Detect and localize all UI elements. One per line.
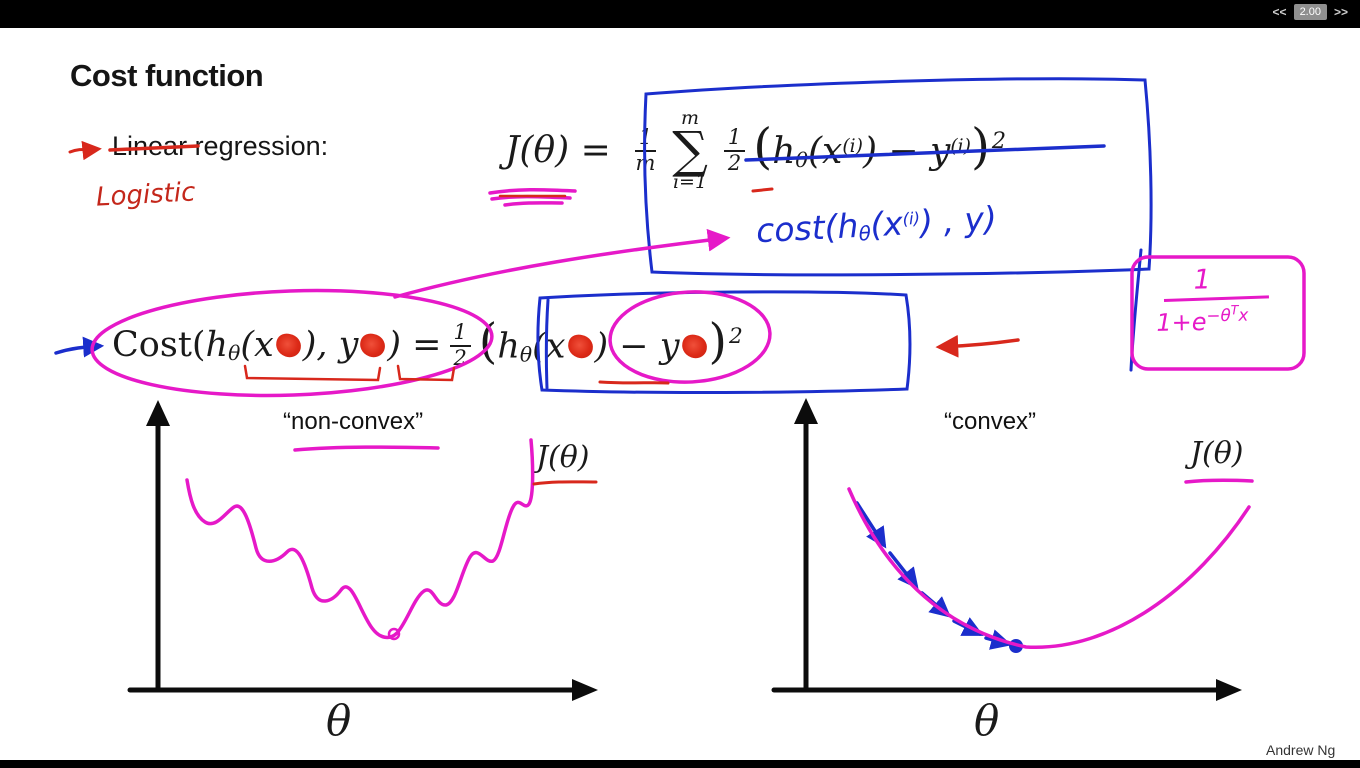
cost-function-formula: J(θ) = 1 m m ∑ i=1 1 2 (hθ(x(i)) − y(i))… [505, 98, 1006, 202]
sigmoid-annotation: 1 1+e−θTx [1151, 263, 1302, 337]
theta-subscript: θ [519, 342, 533, 367]
regression-word: regression: [187, 131, 329, 161]
hw-cost-open: cost(h [755, 205, 860, 251]
right-plot-axes [771, 398, 1242, 701]
regression-heading: Linear regression: [112, 131, 328, 162]
fraction-numerator: 1 [449, 321, 471, 347]
arrow-to-handwriting [393, 228, 731, 299]
author-credit: Andrew Ng [1266, 742, 1336, 758]
linear-word-struck: Linear [112, 131, 188, 161]
cost-lhs: Cost(hθ(x ), y ) = [112, 325, 442, 365]
blue-connector-line [1129, 248, 1143, 372]
open-paren: ( [753, 119, 773, 176]
red-scribble [358, 332, 388, 359]
open-paren: ( [478, 314, 498, 370]
fraction-denominator: 2 [453, 345, 467, 370]
x-open: (x [240, 325, 274, 365]
theta-axis-label-left: θ [326, 696, 352, 745]
slide-title: Cost function [70, 58, 264, 93]
jtheta-right-underline [1184, 478, 1254, 484]
close-paren: ) [970, 119, 990, 176]
close-paren: ) [708, 314, 727, 370]
red-scribble [565, 333, 595, 361]
red-arrow-left [935, 334, 1020, 358]
left-plot-axes [127, 400, 598, 701]
h-symbol: h [772, 131, 796, 173]
theta-axis-label-right: θ [974, 696, 1000, 745]
logistic-annotation: Logistic [95, 177, 197, 213]
slide-canvas: Cost function Linear regression: Logisti… [0, 28, 1360, 760]
den-base: 1+e [1156, 307, 1207, 337]
sigma-icon: ∑ [672, 120, 708, 179]
red-scribble [273, 332, 303, 359]
j-theta-lhs: J(θ) = [505, 129, 611, 171]
sum-lower-limit: i=1 [672, 170, 708, 193]
forward-button[interactable]: >> [1333, 5, 1348, 19]
exponent: −θTx [1206, 302, 1249, 325]
sigmoid-denominator: 1+e−θTx [1156, 301, 1303, 337]
fraction-numerator: 1 [723, 126, 746, 152]
convex-curve [847, 487, 1251, 649]
letterbox-bottom [0, 760, 1360, 768]
magenta-ink [90, 188, 1306, 649]
fraction-denominator: m [635, 150, 656, 175]
exp-pre: −θ [1206, 304, 1231, 325]
minus-y: ) − y [862, 131, 951, 173]
red-scribble [679, 333, 709, 361]
one-over-m-fraction: 1 m [634, 126, 657, 175]
h-symbol: h [205, 325, 229, 365]
convex-caption: “convex” [944, 408, 1037, 435]
comma-y: ), y [302, 325, 359, 365]
theta-subscript: θ [228, 340, 241, 365]
hw-x-open: (x [869, 203, 904, 245]
superscript-i: (i) [842, 136, 863, 158]
playback-controls: << 2.00 >> [1273, 4, 1348, 20]
gradient-descent-arrows [855, 501, 1013, 650]
nonconvex-curve [185, 438, 535, 640]
squared-exponent: 2 [728, 323, 743, 349]
cost-handwritten-annotation: cost(hθ(x(i)) , y) [755, 199, 998, 251]
blue-arrow-to-cost [54, 336, 105, 358]
cost-term-formula: Cost(hθ(x), y) = 1 2 (hθ(x) − y)2 [112, 300, 743, 390]
jtheta-left-underline [532, 480, 598, 486]
superscript-i: (i) [902, 208, 921, 229]
nonconvex-minimum-circle [387, 627, 401, 641]
video-top-bar: << 2.00 >> [0, 0, 1360, 28]
playback-speed-button[interactable]: 2.00 [1293, 4, 1327, 20]
superscript-i: (i) [950, 136, 971, 158]
x-open: (x [532, 326, 566, 367]
squared-exponent: 2 [991, 127, 1007, 154]
minus-y: ) − y [594, 326, 680, 367]
one-half-fraction: 1 2 [723, 126, 746, 175]
j-theta-label-left: J(θ) [536, 440, 590, 475]
fraction-numerator: 1 [634, 126, 657, 152]
cost-rhs: (hθ(x) − y)2 [479, 318, 743, 367]
hw-close: ) , y) [919, 198, 998, 242]
exp-post: x [1238, 304, 1249, 325]
sigmoid-numerator: 1 [1193, 264, 1212, 296]
j-theta-label-right: J(θ) [1190, 436, 1244, 471]
one-half-fraction: 1 2 [449, 321, 471, 370]
equals: ) = [387, 325, 442, 365]
rewind-button[interactable]: << [1272, 5, 1287, 19]
theta-subscript: θ [795, 147, 808, 172]
squared-error-term: (hθ(x(i)) − y(i))2 [753, 123, 1007, 173]
summation-symbol: m ∑ i=1 [672, 109, 708, 193]
minimum-dot [1009, 639, 1023, 653]
fraction-denominator: 2 [727, 150, 742, 175]
cost-word: Cost( [112, 325, 206, 365]
nonconvex-underline [293, 445, 440, 452]
nonconvex-caption: “non-convex” [283, 408, 424, 435]
h-symbol: h [497, 326, 520, 367]
red-arrow-linear [68, 140, 102, 161]
x-open: (x [808, 131, 843, 173]
